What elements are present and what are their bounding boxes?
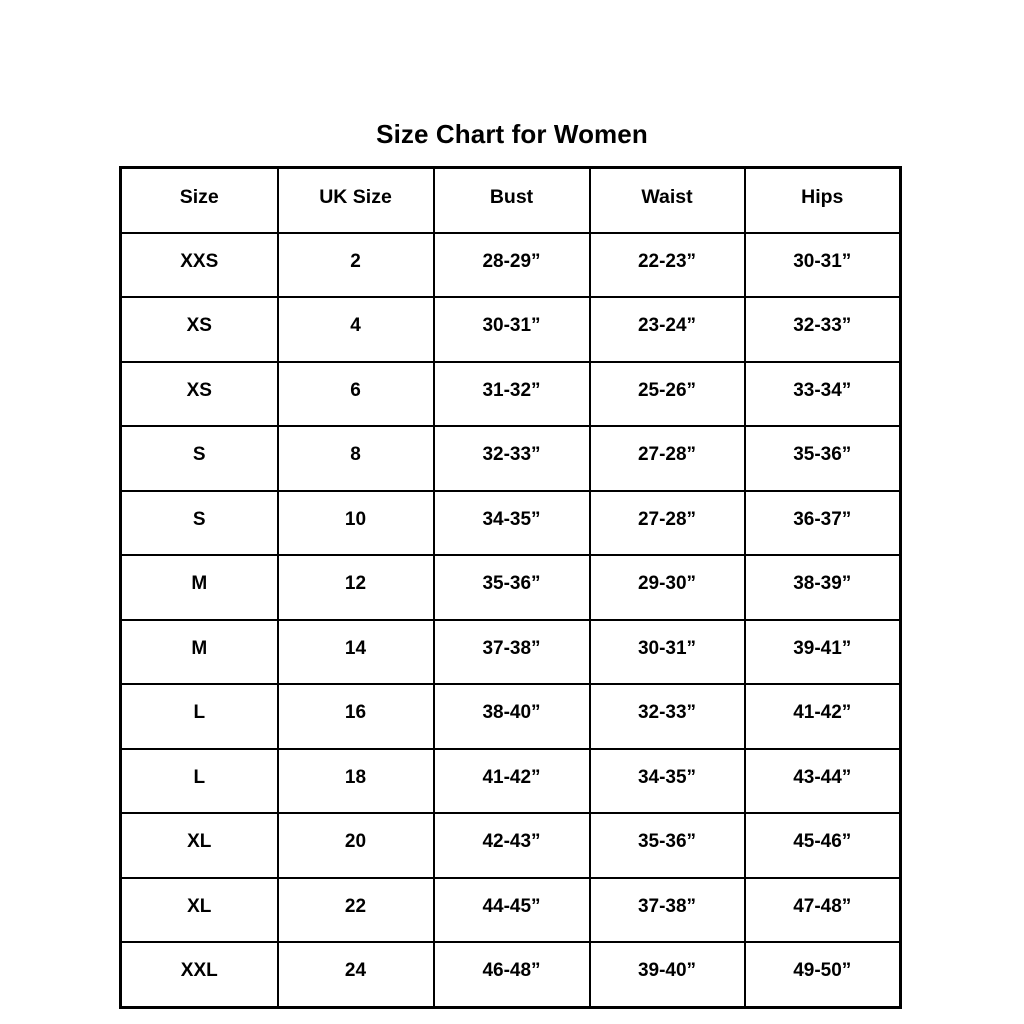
cell-bust: 28-29”	[432, 231, 591, 298]
cell-size: L	[119, 747, 279, 814]
cell-size: S	[119, 489, 279, 556]
cell-hips: 49-50”	[743, 941, 902, 1008]
cell-waist: 27-28”	[588, 489, 746, 556]
cell-bust: 30-31”	[432, 296, 591, 363]
cell-hips: 41-42”	[743, 683, 902, 750]
cell-waist: 35-36”	[588, 812, 746, 879]
cell-size: S	[119, 425, 279, 492]
cell-hips: 47-48”	[743, 876, 902, 943]
cell-bust: 31-32”	[432, 360, 591, 427]
cell-hips: 38-39”	[743, 554, 902, 621]
cell-bust: 44-45”	[432, 876, 591, 943]
cell-size: L	[119, 683, 279, 750]
cell-bust: 38-40”	[432, 683, 591, 750]
table-header: Size UK Size Bust Waist Hips	[119, 166, 902, 234]
table-header-row: Size UK Size Bust Waist Hips	[119, 166, 902, 234]
cell-size: XXL	[119, 941, 279, 1008]
cell-hips: 43-44”	[743, 747, 902, 814]
table-row: XL 22 44-45” 37-38” 47-48”	[119, 876, 902, 943]
table-row: S 10 34-35” 27-28” 36-37”	[119, 489, 902, 556]
table-row: M 14 37-38” 30-31” 39-41”	[119, 618, 902, 685]
cell-waist: 25-26”	[588, 360, 746, 427]
cell-waist: 23-24”	[588, 296, 746, 363]
cell-uk-size: 14	[276, 618, 435, 685]
cell-hips: 36-37”	[743, 489, 902, 556]
column-header-hips: Hips	[743, 166, 902, 234]
cell-uk-size: 6	[276, 360, 435, 427]
cell-bust: 46-48”	[432, 941, 591, 1008]
cell-hips: 39-41”	[743, 618, 902, 685]
table-row: S 8 32-33” 27-28” 35-36”	[119, 425, 902, 492]
cell-bust: 37-38”	[432, 618, 591, 685]
cell-bust: 34-35”	[432, 489, 591, 556]
cell-hips: 30-31”	[743, 231, 902, 298]
table-row: L 18 41-42” 34-35” 43-44”	[119, 747, 902, 814]
cell-uk-size: 16	[276, 683, 435, 750]
table-row: XS 6 31-32” 25-26” 33-34”	[119, 360, 902, 427]
cell-uk-size: 4	[276, 296, 435, 363]
table-row: M 12 35-36” 29-30” 38-39”	[119, 554, 902, 621]
page-title: Size Chart for Women	[376, 119, 648, 150]
cell-size: XL	[119, 812, 279, 879]
cell-uk-size: 12	[276, 554, 435, 621]
cell-size: XL	[119, 876, 279, 943]
cell-uk-size: 10	[276, 489, 435, 556]
cell-size: M	[119, 554, 279, 621]
cell-bust: 42-43”	[432, 812, 591, 879]
table-row: XXL 24 46-48” 39-40” 49-50”	[119, 941, 902, 1008]
cell-hips: 45-46”	[743, 812, 902, 879]
cell-uk-size: 18	[276, 747, 435, 814]
womens-size-chart-table: Size UK Size Bust Waist Hips XXS 2 28-29” 2…	[119, 166, 902, 1009]
cell-bust: 32-33”	[432, 425, 591, 492]
table-row: XS 4 30-31” 23-24” 32-33”	[119, 296, 902, 363]
cell-hips: 33-34”	[743, 360, 902, 427]
cell-uk-size: 22	[276, 876, 435, 943]
cell-waist: 37-38”	[588, 876, 746, 943]
table-row: XXS 2 28-29” 22-23” 30-31”	[119, 231, 902, 298]
cell-waist: 29-30”	[588, 554, 746, 621]
cell-uk-size: 2	[276, 231, 435, 298]
table-body: XXS 2 28-29” 22-23” 30-31” XS 4 30-31” 23-24” 32-…	[119, 231, 902, 1008]
column-header-uk-size: UK Size	[276, 166, 435, 234]
cell-waist: 39-40”	[588, 941, 746, 1008]
table-row: XL 20 42-43” 35-36” 45-46”	[119, 812, 902, 879]
cell-uk-size: 24	[276, 941, 435, 1008]
cell-bust: 35-36”	[432, 554, 591, 621]
cell-size: XS	[119, 360, 279, 427]
table-row: L 16 38-40” 32-33” 41-42”	[119, 683, 902, 750]
cell-uk-size: 20	[276, 812, 435, 879]
column-header-size: Size	[119, 166, 279, 234]
cell-waist: 22-23”	[588, 231, 746, 298]
column-header-bust: Bust	[432, 166, 591, 234]
cell-waist: 32-33”	[588, 683, 746, 750]
cell-size: M	[119, 618, 279, 685]
cell-waist: 34-35”	[588, 747, 746, 814]
size-chart-container: Size UK Size Bust Waist Hips XXS 2 28-29” 2…	[119, 166, 902, 1009]
cell-size: XS	[119, 296, 279, 363]
cell-hips: 32-33”	[743, 296, 902, 363]
cell-hips: 35-36”	[743, 425, 902, 492]
cell-bust: 41-42”	[432, 747, 591, 814]
cell-uk-size: 8	[276, 425, 435, 492]
cell-waist: 30-31”	[588, 618, 746, 685]
cell-waist: 27-28”	[588, 425, 746, 492]
column-header-waist: Waist	[588, 166, 746, 234]
cell-size: XXS	[119, 231, 279, 298]
